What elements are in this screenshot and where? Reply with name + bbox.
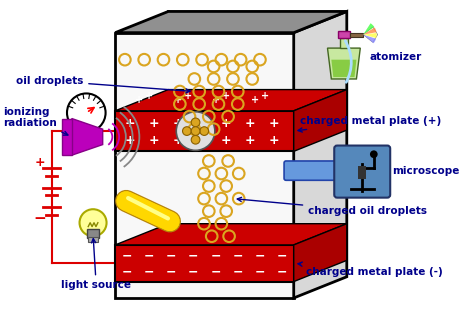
Text: light source: light source [61, 239, 131, 290]
Bar [115, 33, 294, 298]
Text: +: + [174, 95, 182, 105]
Bar [88, 237, 98, 242]
Circle shape [191, 135, 200, 144]
Text: +: + [135, 95, 144, 105]
Text: charged metal plate (+): charged metal plate (+) [298, 116, 442, 132]
Text: +: + [222, 91, 230, 101]
Polygon shape [331, 60, 356, 77]
Text: −: − [210, 250, 221, 263]
Bar [115, 111, 294, 151]
Text: +: + [197, 117, 208, 130]
Text: +: + [221, 117, 231, 130]
Circle shape [176, 112, 215, 150]
Text: +: + [145, 91, 153, 101]
Polygon shape [115, 224, 347, 245]
Bar [62, 118, 72, 155]
Bar [358, 166, 366, 179]
Circle shape [191, 127, 200, 135]
FancyBboxPatch shape [284, 161, 341, 180]
Text: −: − [233, 250, 243, 263]
Text: −: − [166, 265, 176, 278]
Text: −: − [144, 265, 154, 278]
Polygon shape [115, 12, 347, 33]
Circle shape [200, 127, 209, 135]
Wedge shape [363, 35, 376, 43]
Bar [340, 39, 348, 48]
Text: +: + [212, 95, 220, 105]
FancyBboxPatch shape [334, 145, 390, 198]
Text: +: + [245, 134, 255, 147]
Text: ionizing
radiation: ionizing radiation [3, 107, 68, 135]
Text: +: + [261, 91, 269, 101]
Polygon shape [72, 118, 103, 155]
Text: +: + [148, 134, 159, 147]
Polygon shape [294, 90, 347, 151]
Text: +: + [245, 117, 255, 130]
Circle shape [182, 127, 191, 135]
Text: +: + [124, 117, 135, 130]
Text: +: + [269, 134, 280, 147]
Bar [115, 245, 294, 282]
Text: +: + [183, 91, 191, 101]
Circle shape [370, 150, 378, 158]
Text: +: + [173, 134, 183, 147]
Text: +: + [197, 134, 208, 147]
Text: −: − [144, 250, 154, 263]
Polygon shape [328, 48, 360, 79]
Text: −: − [210, 265, 221, 278]
Text: −: − [255, 265, 265, 278]
Text: −: − [166, 250, 176, 263]
Text: +: + [173, 117, 183, 130]
Circle shape [191, 118, 200, 127]
Text: +: + [221, 134, 231, 147]
Text: +: + [124, 134, 135, 147]
Bar [87, 229, 99, 238]
Text: −: − [34, 211, 46, 226]
Text: −: − [121, 250, 132, 263]
Text: microscope: microscope [392, 166, 459, 176]
Text: +: + [35, 156, 46, 169]
Wedge shape [363, 23, 374, 35]
Text: +: + [269, 117, 280, 130]
Polygon shape [294, 224, 347, 282]
Text: −: − [255, 250, 265, 263]
Text: atomizer: atomizer [370, 52, 422, 62]
Text: +: + [251, 95, 259, 105]
Text: +: + [148, 117, 159, 130]
Text: −: − [277, 250, 287, 263]
Text: −: − [277, 265, 287, 278]
Text: oil droplets: oil droplets [16, 76, 190, 93]
Polygon shape [115, 90, 347, 111]
Bar [338, 31, 350, 39]
Bar [350, 33, 363, 37]
Circle shape [80, 209, 107, 236]
Text: −: − [188, 250, 199, 263]
Circle shape [67, 93, 106, 132]
Wedge shape [363, 27, 376, 35]
Text: charged metal plate (-): charged metal plate (-) [298, 262, 443, 277]
Polygon shape [294, 12, 347, 298]
Text: −: − [121, 265, 132, 278]
Wedge shape [363, 33, 377, 38]
Text: charged oil droplets: charged oil droplets [237, 197, 427, 216]
Text: −: − [188, 265, 199, 278]
Text: −: − [233, 265, 243, 278]
